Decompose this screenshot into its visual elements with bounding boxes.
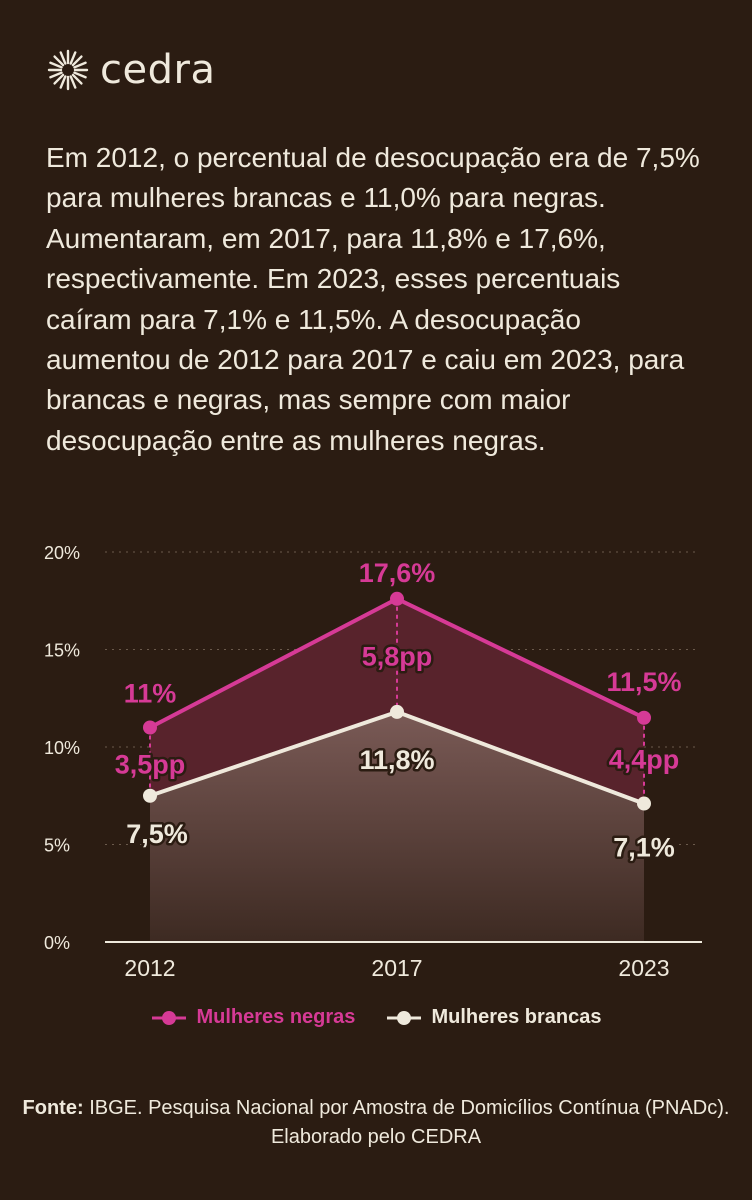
sun-burst-ray	[69, 51, 77, 65]
y-tick-label: 15%	[44, 641, 80, 661]
brand-logo: cedra	[46, 44, 215, 96]
data-point-negras	[143, 720, 157, 735]
data-point-brancas	[637, 796, 651, 811]
data-label-negras: 17,6%	[359, 558, 436, 588]
source-note: Fonte: IBGE. Pesquisa Nacional por Amost…	[0, 1094, 752, 1152]
gap-label: 3,5pp	[115, 750, 186, 780]
data-label-negras: 11,5%	[606, 667, 681, 697]
sun-burst-ray	[73, 71, 87, 79]
sun-burst-ray	[49, 71, 63, 79]
data-point-negras	[390, 591, 404, 606]
source-label: Fonte:	[22, 1097, 84, 1119]
sun-burst-icon	[47, 49, 89, 91]
data-point-brancas	[390, 704, 404, 719]
area-brancas	[150, 711, 644, 942]
legend-label-negras: Mulheres negras	[196, 1006, 356, 1028]
y-tick-label: 0%	[44, 933, 70, 953]
sun-burst-ray	[49, 61, 63, 69]
intro-text: Em 2012, o percentual de desocupação era…	[46, 142, 700, 456]
sun-burst-ray	[69, 75, 77, 89]
data-label-brancas: 11,8%	[359, 745, 434, 775]
sun-burst-ray	[71, 55, 83, 67]
sun-burst-ray	[73, 61, 87, 69]
source-text: IBGE. Pesquisa Nacional por Amostra de D…	[89, 1097, 730, 1148]
legend-swatch-negras	[152, 1010, 187, 1025]
brand-name: cedra	[100, 47, 216, 93]
y-tick-label: 10%	[44, 738, 80, 758]
sun-burst-ray	[71, 73, 83, 85]
sun-burst-ray	[53, 73, 65, 85]
y-tick-label: 20%	[44, 543, 80, 563]
unemployment-chart: 0% 5% 10% 15% 20% 11% 17,6% 11,5% 7,5% 11,8% 7,1% 3…	[44, 543, 702, 981]
data-point-negras	[637, 710, 651, 725]
sun-burst-ray	[59, 51, 67, 65]
gap-label: 4,4pp	[609, 745, 680, 775]
legend-item-brancas: Mulheres brancas	[385, 1006, 602, 1029]
data-point-brancas	[143, 788, 157, 803]
sun-burst-ray	[53, 55, 65, 67]
legend-label-brancas: Mulheres brancas	[431, 1006, 602, 1028]
legend-item-negras: Mulheres negras	[150, 1006, 355, 1029]
x-tick-label: 2023	[618, 955, 669, 981]
x-tick-label: 2012	[124, 955, 175, 981]
data-label-brancas: 7,5%	[126, 819, 188, 849]
sun-burst-ray	[59, 75, 67, 89]
y-tick-label: 5%	[44, 836, 70, 856]
data-label-brancas: 7,1%	[613, 833, 675, 863]
data-label-negras: 11%	[124, 679, 177, 709]
x-tick-label: 2017	[371, 955, 422, 981]
gap-label: 5,8pp	[362, 641, 433, 671]
chart-legend: Mulheres negras Mulheres brancas	[0, 1006, 752, 1029]
legend-swatch-brancas	[387, 1010, 422, 1025]
